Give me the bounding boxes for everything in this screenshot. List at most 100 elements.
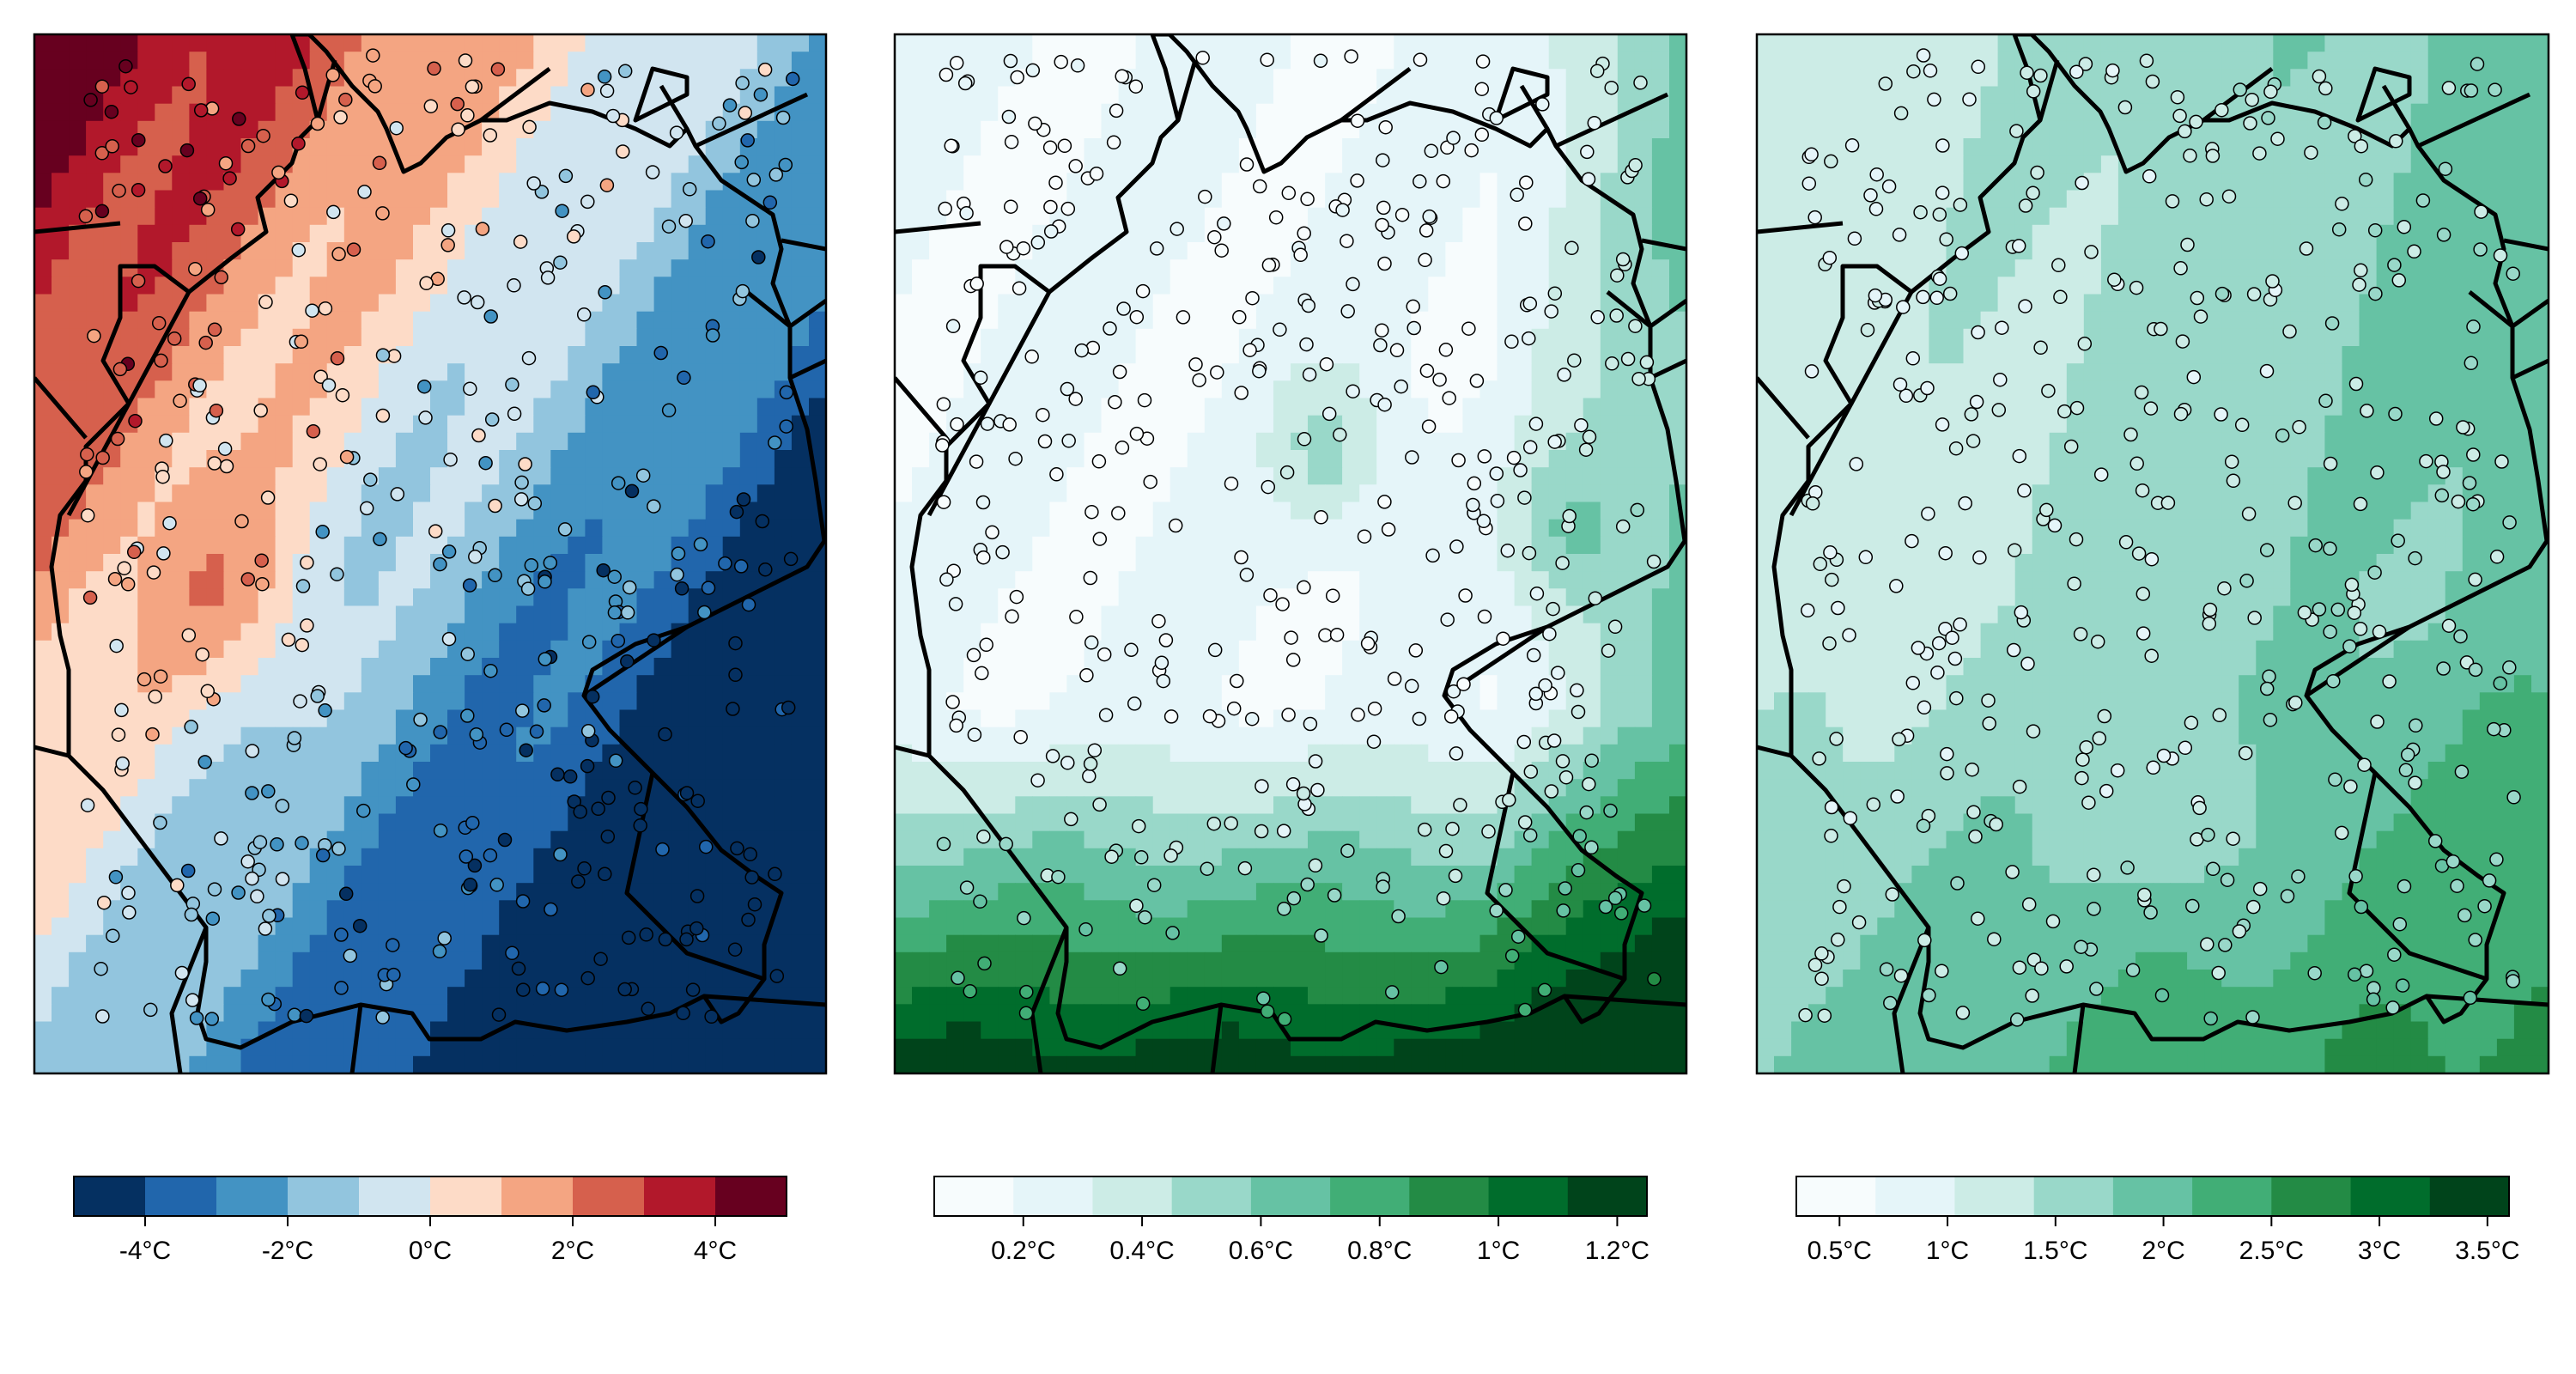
field-cell [1462, 52, 1480, 70]
field-cell [1255, 658, 1274, 676]
field-cell [1084, 588, 1103, 607]
field-cell [499, 883, 517, 901]
station-marker [359, 501, 374, 516]
field-cell [653, 813, 672, 832]
field-cell [395, 536, 414, 555]
field-cell [326, 588, 345, 607]
field-cell [756, 744, 775, 763]
field-cell [430, 398, 448, 416]
field-cell [1308, 554, 1326, 572]
field-cell [912, 311, 930, 330]
field-cell [309, 242, 328, 260]
field-cell [1651, 640, 1670, 659]
field-cell [413, 934, 431, 953]
field-cell [52, 934, 70, 953]
field-cell [172, 467, 190, 485]
field-cell [120, 970, 138, 988]
field-cell [929, 605, 947, 624]
field-cell [1359, 675, 1377, 693]
field-cell [309, 951, 328, 970]
field-cell [240, 623, 259, 641]
field-cell [155, 744, 173, 763]
field-cell [292, 363, 311, 381]
station-marker [465, 816, 480, 830]
field-cell [1221, 52, 1240, 70]
field-cell [809, 52, 826, 70]
colorbar-swatch [288, 1176, 360, 1216]
field-cell [1152, 346, 1171, 364]
field-cell [34, 484, 52, 503]
field-cell [1531, 52, 1550, 70]
field-cell [1255, 536, 1274, 555]
field-cell [206, 866, 224, 884]
field-cell [1669, 173, 1686, 192]
station-marker [115, 756, 130, 771]
field-cell [585, 1038, 603, 1057]
field-cell [447, 744, 465, 763]
field-cell [240, 484, 259, 503]
field-cell [447, 138, 465, 156]
field-cell [137, 588, 155, 607]
field-cell [223, 623, 242, 641]
field-cell [1049, 328, 1067, 347]
field-cell [963, 502, 981, 520]
field-cell [912, 363, 930, 381]
field-cell [929, 640, 947, 659]
station-marker [647, 633, 661, 647]
field-cell [430, 970, 448, 988]
field-cell [1066, 536, 1084, 555]
field-cell [69, 658, 87, 676]
station-marker [459, 849, 474, 864]
field-cell [223, 762, 242, 780]
field-cell [34, 848, 52, 866]
field-cell [1221, 173, 1240, 192]
field-cell [1032, 34, 1050, 52]
field-cell [981, 605, 999, 624]
field-cell [1221, 415, 1240, 434]
field-cell [895, 484, 913, 503]
field-cell [447, 259, 465, 277]
field-cell [465, 519, 483, 538]
field-cell [1497, 415, 1516, 434]
field-cell [155, 242, 173, 260]
field-cell [395, 173, 414, 192]
field-cell [258, 380, 276, 399]
field-cell [585, 328, 603, 347]
field-cell [206, 796, 224, 815]
field-cell [482, 277, 500, 295]
field-cell [430, 692, 448, 711]
field-cell [275, 813, 294, 832]
field-cell [516, 277, 534, 295]
field-cell [1308, 346, 1326, 364]
field-cell [361, 571, 380, 589]
field-cell [1170, 675, 1188, 693]
field-cell [1394, 432, 1412, 451]
field-cell [430, 1038, 448, 1057]
field-cell [223, 328, 242, 347]
station-marker [751, 250, 766, 264]
field-cell [309, 398, 328, 416]
field-cell [550, 467, 568, 485]
field-cell [1187, 398, 1206, 416]
field-cell [1497, 294, 1516, 313]
field-cell [52, 69, 70, 88]
field-cell [103, 224, 121, 243]
field-cell [1669, 605, 1686, 624]
field-cell [103, 1038, 121, 1057]
field-cell [240, 640, 259, 659]
field-cell [568, 709, 586, 728]
field-cell [963, 675, 981, 693]
field-cell [482, 207, 500, 226]
station-marker [390, 487, 405, 502]
field-cell [482, 155, 500, 173]
field-cell [1428, 155, 1446, 173]
field-cell [998, 571, 1016, 589]
field-cell [189, 242, 207, 260]
field-cell [688, 346, 707, 364]
station-marker [622, 580, 637, 595]
field-cell [653, 658, 672, 676]
field-cell [1291, 277, 1309, 295]
field-cell [223, 727, 242, 745]
station-marker [386, 938, 400, 952]
field-cell [240, 311, 259, 330]
